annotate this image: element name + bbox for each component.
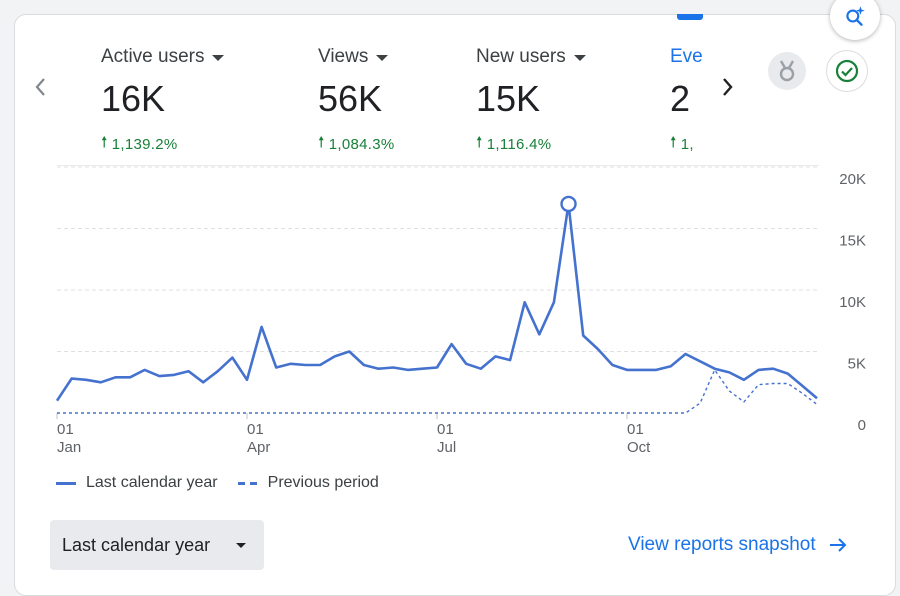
reports-snapshot-card <box>14 14 896 596</box>
metric-value: 15K <box>476 78 541 119</box>
metric-value: 2 <box>670 78 691 119</box>
series-line-previous <box>57 369 818 414</box>
active-tab-indicator <box>677 14 703 20</box>
medal-badge[interactable] <box>768 52 806 90</box>
x-tick-month: Oct <box>627 439 651 456</box>
legend-label-current: Last calendar year <box>86 474 218 491</box>
chevron-down-icon <box>376 55 389 61</box>
metric-label: Views <box>318 46 395 68</box>
chevron-down-icon <box>573 55 586 61</box>
arrow-up-icon: 🠕 <box>318 134 325 151</box>
legend-swatch-previous <box>237 481 258 485</box>
next-metrics-button[interactable] <box>714 74 740 100</box>
x-tick-day: 01 <box>57 421 74 438</box>
x-tick-month: Apr <box>247 439 270 456</box>
highlight-point <box>560 195 577 213</box>
legend-swatch-current <box>56 481 76 485</box>
x-tick-month: Jul <box>437 439 456 456</box>
metric-views[interactable]: Views 56K 🠕 1,084.3% <box>318 46 395 157</box>
chevron-down-icon <box>236 542 246 548</box>
y-axis-ticks: 0 5K 10K 15K 20K <box>839 171 866 434</box>
metric-new-users[interactable]: New users 15K 🠕 1,116.4% <box>476 46 586 157</box>
y-tick-label: 15K <box>839 233 866 250</box>
metric-change: 🠕 1,084.3% <box>318 132 395 157</box>
chevron-left-icon <box>35 78 45 96</box>
x-tick-day: 01 <box>247 421 264 438</box>
arrow-right-icon <box>829 538 847 552</box>
legend-label-previous: Previous period <box>267 474 379 491</box>
metric-label: Active users <box>101 46 225 68</box>
insights-button[interactable] <box>830 0 880 40</box>
previous-metrics-button[interactable] <box>28 74 54 100</box>
y-tick-label: 5K <box>848 356 866 373</box>
arrow-up-icon: 🠕 <box>101 134 108 151</box>
status-check-button[interactable] <box>826 50 868 92</box>
y-tick-label: 10K <box>839 294 866 311</box>
x-tick-day: 01 <box>437 421 454 438</box>
snapshot-link-label: View reports snapshot <box>628 534 816 555</box>
metric-label: New users <box>476 46 586 68</box>
metric-change: 🠕 1,116.4% <box>476 132 586 157</box>
view-reports-snapshot-link[interactable]: View reports snapshot <box>628 534 848 556</box>
metric-events[interactable]: Eve 2 🠕 1, <box>670 46 704 157</box>
x-tick-month: Jan <box>57 439 81 456</box>
metrics-divider <box>57 165 819 166</box>
check-circle-icon <box>835 59 859 83</box>
metric-active-users[interactable]: Active users 16K 🠕 1,139.2% <box>101 46 225 157</box>
date-range-label: Last calendar year <box>62 534 211 555</box>
medal-icon <box>779 60 795 82</box>
metric-value: 56K <box>318 78 383 119</box>
metric-value: 16K <box>101 78 166 119</box>
series-line-current <box>55 202 818 402</box>
insights-search-icon <box>846 6 865 26</box>
arrow-up-icon: 🠕 <box>670 134 677 151</box>
y-tick-label: 0 <box>858 417 866 434</box>
metric-label: Eve <box>670 46 703 67</box>
chevron-right-icon <box>723 78 733 96</box>
chart-legend: Last calendar year Previous period <box>56 474 379 492</box>
metric-change: 🠕 1, <box>670 132 704 157</box>
x-tick-day: 01 <box>627 421 644 438</box>
chevron-down-icon <box>212 55 225 61</box>
chart-grid <box>57 166 817 352</box>
date-range-select[interactable]: Last calendar year <box>50 520 264 570</box>
chart-series <box>55 195 818 414</box>
y-tick-label: 20K <box>839 171 866 188</box>
metric-events-clipped[interactable]: Eve 2 🠕 1, <box>670 40 704 160</box>
arrow-up-icon: 🠕 <box>476 134 483 151</box>
metric-change: 🠕 1,139.2% <box>101 132 224 157</box>
